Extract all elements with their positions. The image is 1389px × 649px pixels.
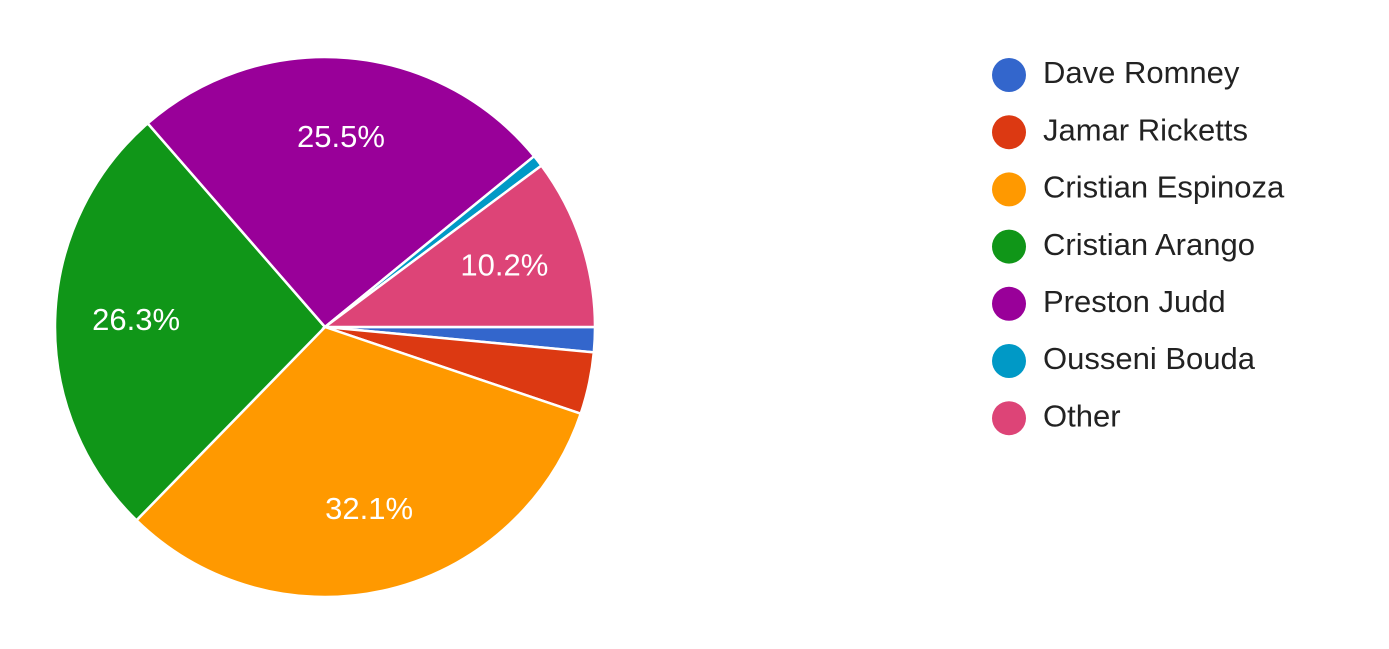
legend-swatch — [992, 344, 1026, 378]
data-label: 32.1% — [325, 491, 413, 526]
legend-label: Other — [1043, 398, 1121, 433]
legend-swatch — [992, 401, 1026, 436]
legend-swatch — [992, 286, 1026, 321]
pie-slice — [53, 121, 327, 523]
legend-label: Dave Romney — [1043, 55, 1240, 90]
legend-label: Ousseni Bouda — [1043, 341, 1256, 376]
legend-label: Cristian Espinoza — [1043, 170, 1285, 205]
data-label: 10.2% — [460, 248, 548, 283]
legend-swatch — [992, 229, 1026, 264]
data-label: 26.3% — [92, 302, 180, 337]
legend-swatch — [992, 58, 1026, 92]
pie-slice — [145, 55, 536, 329]
legend-swatch — [992, 115, 1026, 150]
pie-slice — [134, 325, 583, 599]
legend-label: Jamar Ricketts — [1043, 112, 1248, 147]
legend-label: Cristian Arango — [1043, 227, 1255, 262]
legend-swatch — [992, 172, 1026, 207]
legend-label: Preston Judd — [1043, 284, 1226, 319]
pie-slice — [321, 163, 597, 329]
data-label: 25.5% — [297, 119, 385, 154]
